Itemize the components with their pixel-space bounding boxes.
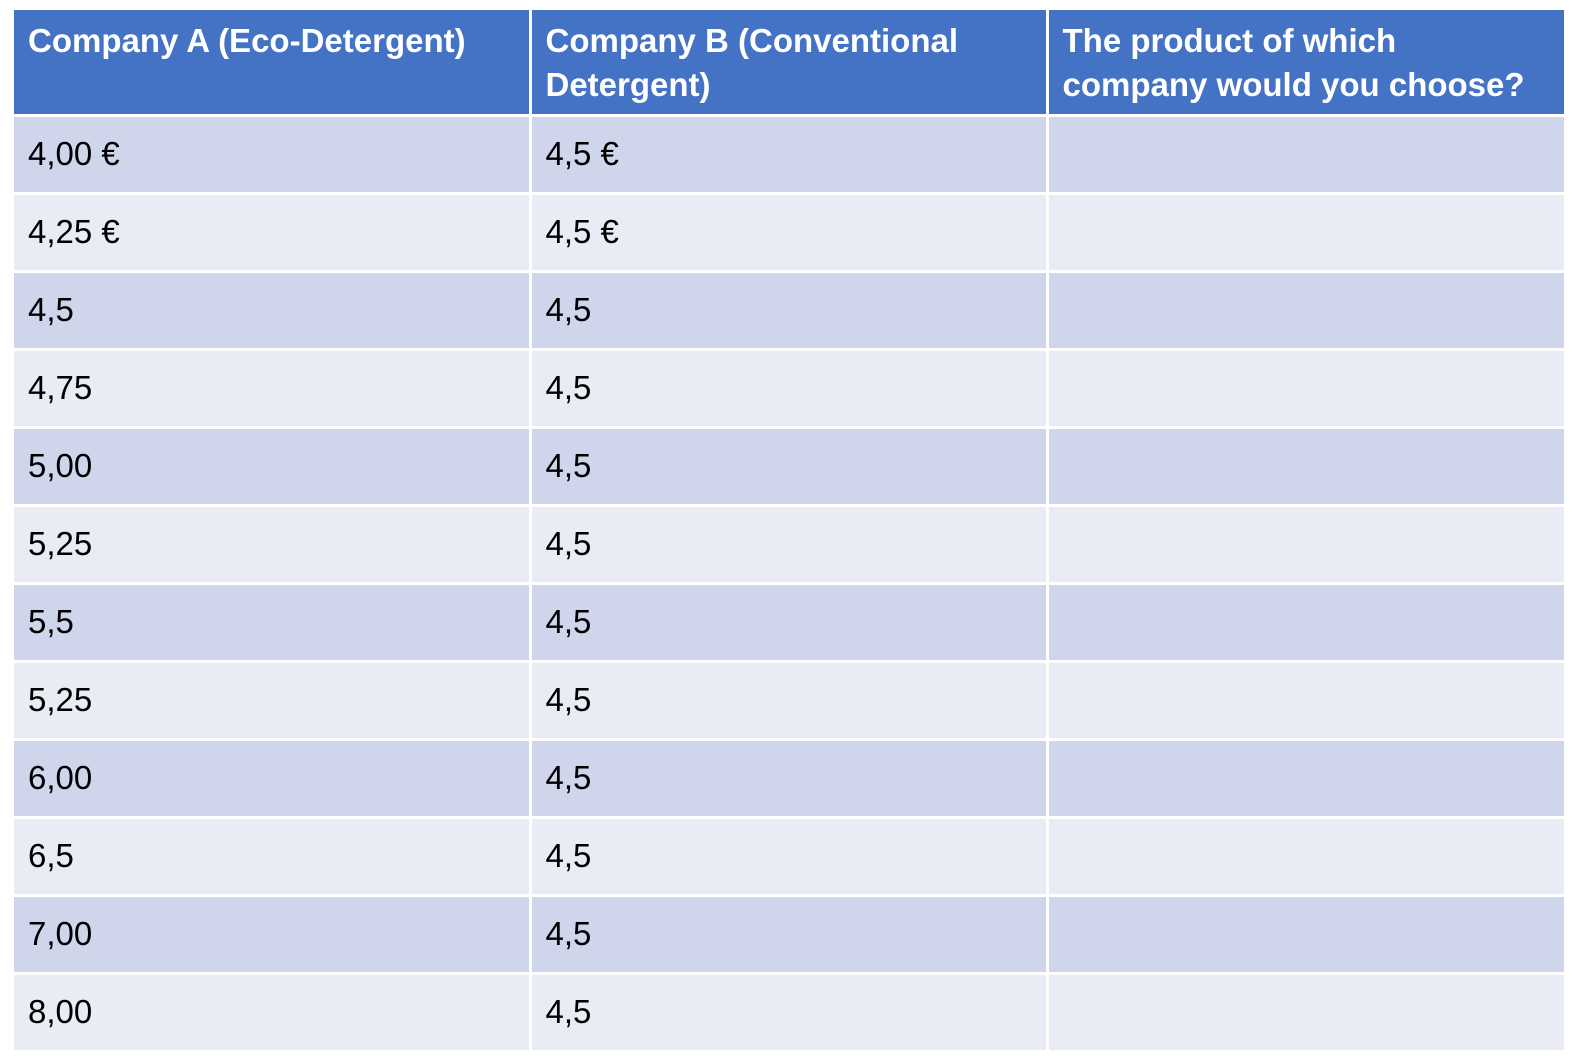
table-row: 4,75 4,5 <box>14 347 1564 429</box>
cell-company-a-price: 4,75 <box>14 347 532 429</box>
cell-company-a-price: 4,25 € <box>14 191 532 273</box>
cell-company-b-price: 4,5 <box>528 737 1049 819</box>
cell-company-b-price: 4,5 <box>528 425 1049 507</box>
cell-company-b-price: 4,5 € <box>528 113 1049 195</box>
cell-choice[interactable] <box>1045 113 1564 195</box>
cell-company-b-price: 4,5 <box>528 893 1049 975</box>
cell-company-b-price: 4,5 <box>528 971 1049 1053</box>
cell-choice[interactable] <box>1045 659 1564 741</box>
cell-choice[interactable] <box>1045 971 1564 1053</box>
table-row: 8,00 4,5 <box>14 971 1564 1053</box>
table-row: 5,25 4,5 <box>14 659 1564 741</box>
cell-company-b-price: 4,5 <box>528 269 1049 351</box>
table-row: 5,5 4,5 <box>14 581 1564 663</box>
price-choice-table-container: Company A (Eco-Detergent) Company B (Con… <box>14 10 1564 1053</box>
cell-choice[interactable] <box>1045 503 1564 585</box>
table-header-row: Company A (Eco-Detergent) Company B (Con… <box>14 10 1564 117</box>
cell-choice[interactable] <box>1045 269 1564 351</box>
cell-company-b-price: 4,5 <box>528 581 1049 663</box>
header-company-b: Company B (Conventional Detergent) <box>528 10 1049 117</box>
cell-company-a-price: 6,00 <box>14 737 532 819</box>
cell-company-b-price: 4,5 <box>528 503 1049 585</box>
cell-company-a-price: 5,25 <box>14 659 532 741</box>
table-row: 6,5 4,5 <box>14 815 1564 897</box>
table-row: 4,25 € 4,5 € <box>14 191 1564 273</box>
cell-company-a-price: 7,00 <box>14 893 532 975</box>
cell-choice[interactable] <box>1045 893 1564 975</box>
table-row: 5,25 4,5 <box>14 503 1564 585</box>
cell-company-a-price: 5,5 <box>14 581 532 663</box>
table-row: 7,00 4,5 <box>14 893 1564 975</box>
cell-company-a-price: 5,25 <box>14 503 532 585</box>
cell-company-a-price: 5,00 <box>14 425 532 507</box>
header-choice: The product of which company would you c… <box>1045 10 1564 117</box>
table-row: 5,00 4,5 <box>14 425 1564 507</box>
header-company-a: Company A (Eco-Detergent) <box>14 10 532 117</box>
table-row: 4,00 € 4,5 € <box>14 113 1564 195</box>
cell-company-b-price: 4,5 <box>528 347 1049 429</box>
cell-company-a-price: 4,5 <box>14 269 532 351</box>
cell-choice[interactable] <box>1045 581 1564 663</box>
price-choice-table: Company A (Eco-Detergent) Company B (Con… <box>14 10 1564 1053</box>
table-row: 6,00 4,5 <box>14 737 1564 819</box>
cell-company-a-price: 8,00 <box>14 971 532 1053</box>
cell-choice[interactable] <box>1045 815 1564 897</box>
cell-company-b-price: 4,5 € <box>528 191 1049 273</box>
cell-choice[interactable] <box>1045 347 1564 429</box>
cell-choice[interactable] <box>1045 425 1564 507</box>
cell-choice[interactable] <box>1045 737 1564 819</box>
cell-company-b-price: 4,5 <box>528 659 1049 741</box>
cell-company-a-price: 6,5 <box>14 815 532 897</box>
cell-company-a-price: 4,00 € <box>14 113 532 195</box>
cell-choice[interactable] <box>1045 191 1564 273</box>
cell-company-b-price: 4,5 <box>528 815 1049 897</box>
table-row: 4,5 4,5 <box>14 269 1564 351</box>
